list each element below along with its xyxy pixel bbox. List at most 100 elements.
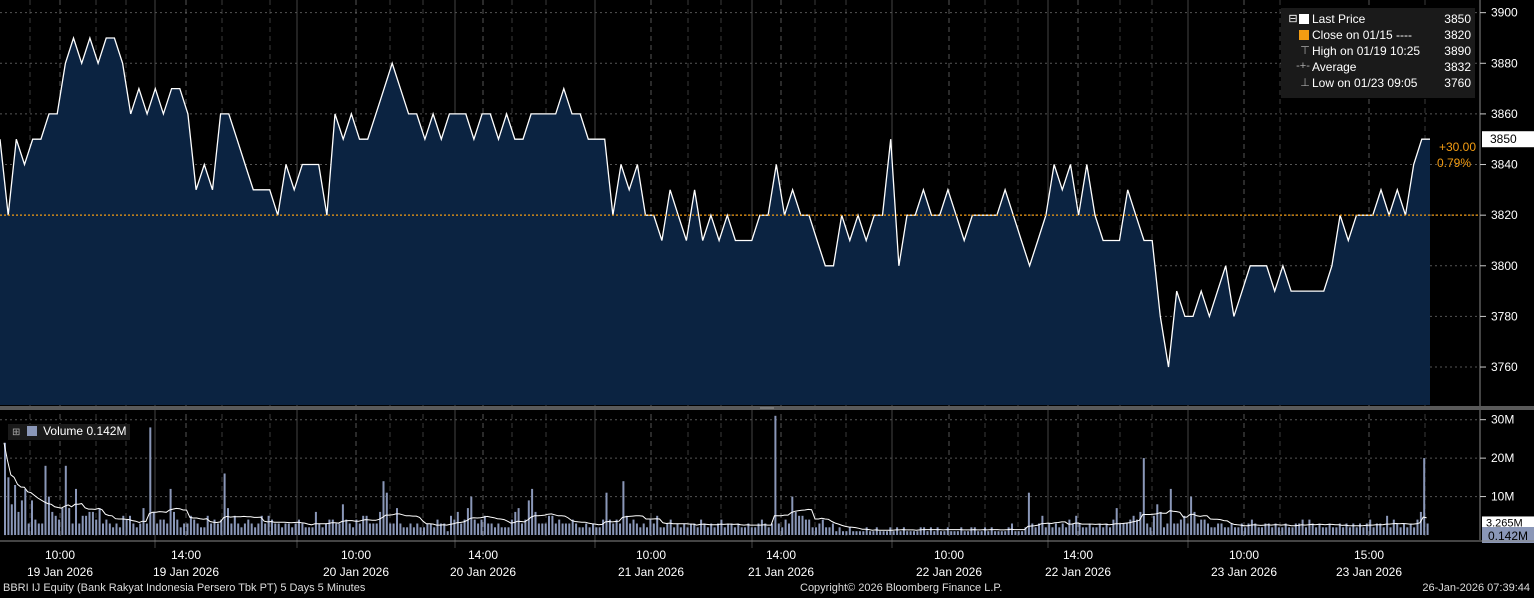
volume-bar: [642, 523, 645, 535]
volume-bar: [487, 523, 490, 535]
volume-bar: [592, 523, 594, 535]
volume-bar: [635, 523, 638, 535]
volume-bar: [848, 527, 851, 535]
volume-bar: [595, 527, 598, 535]
volume-bar: [189, 515, 192, 535]
volume-bar: [1136, 519, 1138, 535]
volume-bar: [1065, 527, 1068, 535]
volume-bar: [896, 527, 899, 535]
x-tick-date-label: 19 Jan 2026: [152, 565, 220, 579]
x-tick-date-label: 22 Jan 2026: [1044, 565, 1112, 579]
volume-bar: [1132, 515, 1135, 535]
volume-bar: [679, 527, 682, 535]
volume-bar: [237, 523, 240, 535]
volume-bar: [1149, 527, 1152, 535]
volume-bar: [68, 508, 71, 535]
volume-bar: [953, 531, 956, 535]
volume-bar: [331, 519, 334, 535]
volume-bar: [504, 527, 507, 535]
volume-bar: [740, 527, 743, 535]
volume-bar: [940, 531, 942, 535]
volume-bar: [946, 527, 949, 535]
volume-bar: [1274, 523, 1277, 535]
volume-bar: [767, 527, 770, 535]
volume-bar: [710, 523, 713, 535]
volume-bar: [166, 523, 169, 535]
volume-bar: [1325, 527, 1328, 535]
volume-bar: [169, 488, 172, 535]
volume-bar: [578, 527, 581, 535]
volume-bar: [1392, 519, 1395, 535]
volume-bar: [206, 515, 209, 535]
volume-bar: [122, 515, 125, 535]
volume-bar: [287, 523, 290, 535]
volume-bar: [1359, 523, 1361, 535]
volume-bar: [717, 523, 719, 535]
volume-bar: [453, 519, 456, 535]
volume-bar: [1372, 527, 1375, 535]
volume-bar: [139, 523, 142, 535]
volume-bar: [399, 523, 402, 535]
volume-bar: [1142, 458, 1145, 535]
x-tick-time-label: 10:00: [1228, 548, 1260, 562]
volume-bar: [723, 527, 726, 535]
volume-bar: [564, 523, 567, 535]
volume-bar: [1075, 515, 1078, 535]
legend-value: 3850: [1444, 12, 1471, 26]
footer-security: BBRI IJ Equity (Bank Rakyat Indonesia Pe…: [3, 582, 366, 594]
volume-bar: [619, 523, 621, 535]
volume-bar: [1058, 527, 1061, 535]
volume-bar: [1068, 519, 1071, 535]
volume-bar: [494, 527, 496, 535]
volume-bar: [1102, 527, 1105, 535]
volume-bar: [1342, 527, 1345, 535]
volume-bar: [632, 519, 635, 535]
volume-bar: [10, 504, 13, 536]
volume-bar: [1004, 531, 1007, 535]
volume-bar: [1338, 523, 1341, 535]
volume-bar: [1129, 519, 1132, 535]
volume-last-tag-label: 0.142M: [1488, 529, 1528, 543]
volume-bar: [1332, 527, 1334, 535]
volume-bar: [1034, 527, 1037, 535]
volume-bar: [1159, 511, 1162, 535]
volume-bar: [132, 523, 135, 535]
volume-bar: [31, 500, 33, 535]
x-tick-date-label: 23 Jan 2026: [1210, 565, 1278, 579]
volume-bar: [463, 519, 466, 535]
volume-bar: [676, 523, 679, 535]
volume-bar: [997, 531, 1000, 535]
average-marker-icon: -+-: [1296, 60, 1310, 72]
y-tick-label: 3760: [1491, 360, 1518, 374]
volume-bar: [58, 519, 61, 535]
legend-label: High on 01/19 10:25: [1312, 44, 1421, 58]
x-tick-time-label: 15:00: [1353, 548, 1385, 562]
volume-bar: [886, 531, 888, 535]
volume-bar: [385, 492, 388, 535]
expand-icon[interactable]: ⊞: [12, 427, 21, 438]
volume-bar: [764, 523, 767, 535]
volume-bar: [507, 527, 510, 535]
volume-bar: [1277, 527, 1280, 535]
volume-bar: [1000, 531, 1003, 535]
volume-bar: [1098, 523, 1101, 535]
volume-bar: [703, 523, 706, 535]
volume-bar: [842, 531, 844, 535]
volume-bar: [690, 523, 692, 535]
volume-bar: [210, 523, 213, 535]
volume-bar: [91, 511, 94, 535]
volume-bar: [1284, 523, 1287, 535]
volume-bar: [34, 519, 37, 535]
volume-bar: [662, 527, 665, 535]
volume-bar: [713, 527, 716, 535]
volume-bar: [869, 531, 872, 535]
legend-label: Low on 01/23 09:05: [1312, 76, 1418, 90]
volume-bar: [416, 523, 419, 535]
volume-bar: [990, 527, 993, 535]
volume-bar: [436, 519, 439, 535]
volume-bar: [480, 519, 483, 535]
volume-bar: [183, 523, 186, 535]
volume-bar: [179, 527, 182, 535]
volume-bar: [27, 523, 30, 535]
